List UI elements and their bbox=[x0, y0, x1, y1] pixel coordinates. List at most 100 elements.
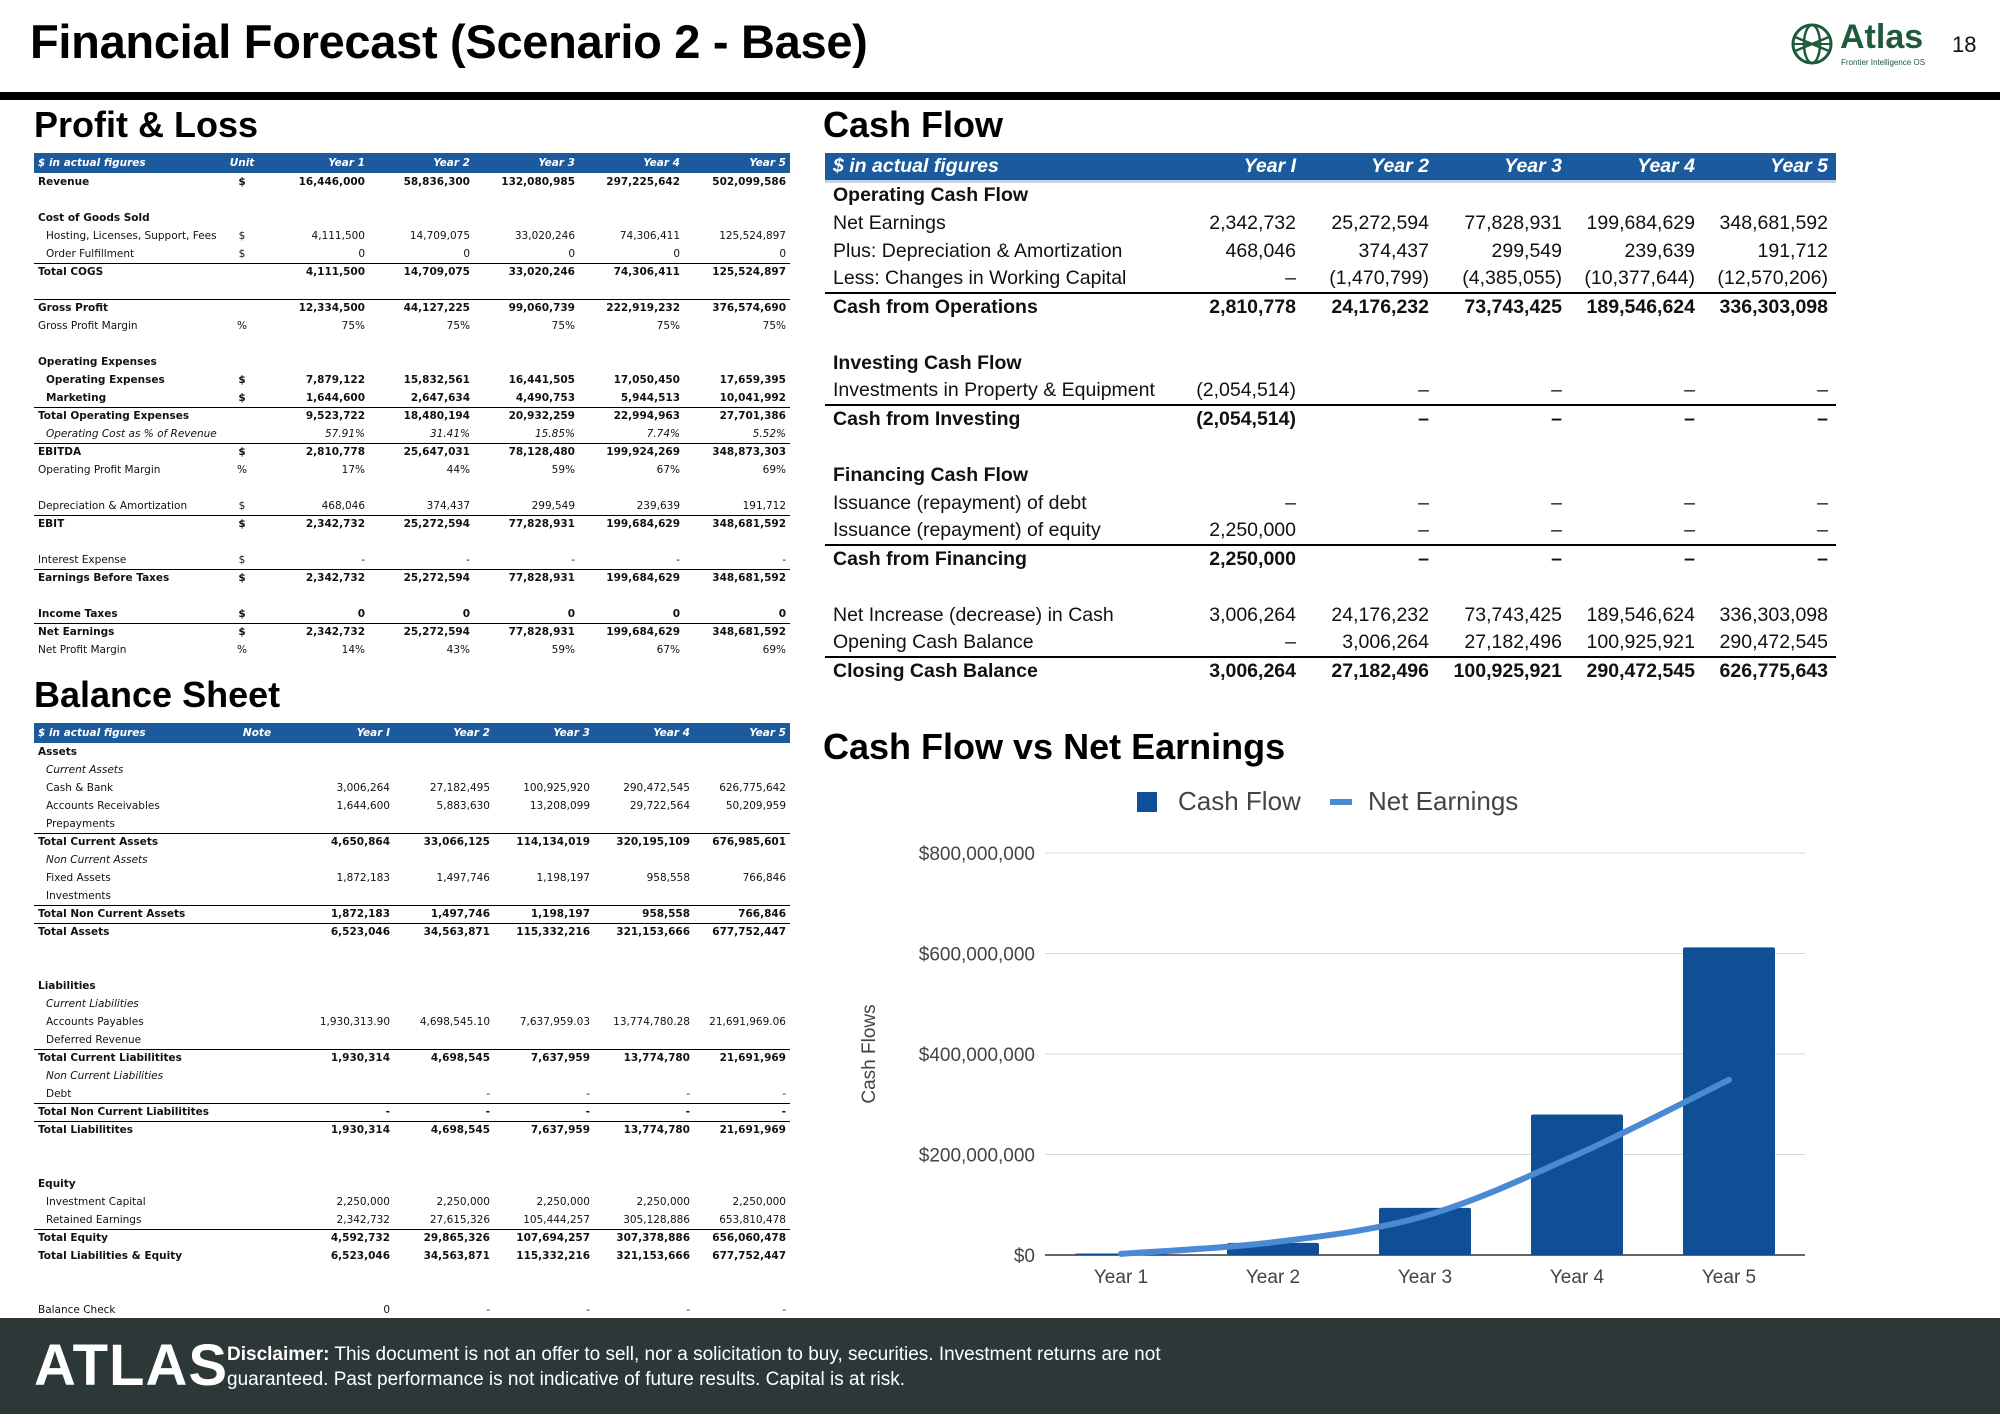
bs-row: Investment Capital 2,250,000 2,250,000 2,25… bbox=[34, 1193, 790, 1211]
pl-value-cell: 25,647,031 bbox=[369, 442, 474, 461]
pl-value-cell: 14,709,075 bbox=[369, 262, 474, 281]
bs-value-cell bbox=[594, 1067, 694, 1085]
cf-value-cell: – bbox=[1418, 379, 1429, 401]
bs-value-cell bbox=[394, 1031, 494, 1049]
bs-value-cell: 27,615,326 bbox=[429, 1213, 490, 1226]
cf-value-cell: – bbox=[1570, 544, 1703, 573]
bs-value-cell: 100,925,920 bbox=[523, 782, 590, 794]
pl-header-row: $ in actual figures Unit Year 1 Year 2 Year … bbox=[34, 153, 790, 173]
cf-value-cell: – bbox=[1551, 379, 1562, 401]
pl-row: Interest Expense $ - - - - - bbox=[34, 551, 790, 569]
bs-value-cell bbox=[494, 851, 594, 869]
cf-row-label: Less: Changes in Working Capital bbox=[833, 267, 1127, 289]
cf-row: Closing Cash Balance 3,006,264 27,182,496 1… bbox=[825, 656, 1836, 685]
bs-value-cell: 27,182,495 bbox=[429, 782, 490, 794]
pl-row: Operating Profit Margin% 17% 44% 59% 67% 69% bbox=[34, 461, 790, 479]
pl-row: Earnings Before Taxes $2,342,732 25,272,59… bbox=[34, 568, 790, 587]
bs-value-cell: 21,691,969 bbox=[694, 1120, 790, 1139]
pl-value-cell: - bbox=[782, 553, 786, 566]
page-number: 18 bbox=[1952, 32, 1977, 57]
bs-row: Total Equity 4,592,732 29,865,326 107,694,2… bbox=[34, 1228, 790, 1247]
spacer-cell bbox=[825, 573, 1836, 601]
bs-value-cell bbox=[694, 815, 790, 833]
bs-value-cell: 1,497,746 bbox=[394, 904, 494, 923]
bs-value-cell: 1,872,183 bbox=[336, 872, 390, 884]
bs-row-label: Equity bbox=[38, 1178, 76, 1190]
cf-row-label: Investments in Property & Equipment bbox=[833, 379, 1155, 401]
cf-value-cell: (10,377,644) bbox=[1584, 267, 1695, 289]
bs-value-cell bbox=[394, 1067, 494, 1085]
bs-unit-cell bbox=[220, 1102, 294, 1121]
bs-value-cell: 4,698,545 bbox=[394, 1048, 494, 1067]
bs-value-cell: 2,250,000 bbox=[436, 1196, 490, 1208]
pl-row: Depreciation & Amortization $468,046 374,4… bbox=[34, 497, 790, 515]
disclaimer-text: This document is not an offer to sell, n… bbox=[227, 1344, 1161, 1390]
pl-value-cell: 69% bbox=[762, 644, 786, 656]
bs-value-cell: 1,930,314 bbox=[294, 1048, 394, 1067]
pl-value-cell: 25,272,594 bbox=[369, 514, 474, 533]
bs-value-cell bbox=[594, 815, 694, 833]
cf-value-cell: 336,303,098 bbox=[1719, 603, 1828, 626]
pl-value-cell: 2,342,732 bbox=[264, 514, 369, 533]
bs-value-cell bbox=[694, 761, 790, 779]
bs-value-cell: 305,128,886 bbox=[623, 1213, 690, 1226]
bs-unit-cell bbox=[220, 1048, 294, 1067]
chart-title: Cash Flow vs Net Earnings bbox=[823, 726, 1286, 767]
bs-value-cell bbox=[294, 761, 394, 779]
bs-unit-cell bbox=[220, 1193, 294, 1211]
x-tick-label: Year 4 bbox=[1550, 1267, 1605, 1288]
bs-row-label: Total Equity bbox=[34, 1228, 220, 1247]
pl-value-cell: 17% bbox=[341, 464, 365, 476]
pl-value-cell: 0 bbox=[673, 247, 680, 260]
pl-value-cell: 9,523,722 bbox=[264, 406, 369, 425]
pl-row: Operating Cost as % of Revenue 57.91% 31.4… bbox=[34, 425, 790, 443]
pl-value-cell: 74,306,411 bbox=[619, 230, 680, 242]
cf-col-header: Year I bbox=[1171, 153, 1304, 183]
bs-unit-cell bbox=[220, 869, 294, 887]
bs-value-cell: - bbox=[782, 1087, 786, 1100]
spacer-cell bbox=[34, 1283, 790, 1301]
pl-value-cell: - bbox=[466, 553, 470, 566]
spacer-cell bbox=[34, 1139, 790, 1157]
cf-value-cell: – bbox=[1418, 491, 1429, 514]
pl-value-cell bbox=[369, 353, 474, 371]
bs-value-cell: 2,250,000 bbox=[536, 1196, 590, 1208]
cf-row: Plus: Depreciation & Amortization 468,046… bbox=[825, 237, 1836, 265]
pl-unit-cell bbox=[220, 209, 264, 227]
pl-unit-cell: $ bbox=[238, 553, 246, 566]
pl-unit-cell: $ bbox=[238, 499, 246, 512]
pl-value-cell: 27,701,386 bbox=[684, 406, 790, 425]
pl-value-cell: 4,111,500 bbox=[264, 262, 369, 281]
pl-value-cell: 14,709,075 bbox=[409, 230, 470, 242]
cf-row: Cash from Operations 2,810,778 24,176,232 7… bbox=[825, 292, 1836, 321]
cf-value-cell: 25,272,594 bbox=[1331, 211, 1429, 234]
pl-row: Total COGS 4,111,500 14,709,075 33,020,246 7… bbox=[34, 262, 790, 281]
cf-value-cell: 2,810,778 bbox=[1171, 292, 1304, 321]
bs-value-cell bbox=[294, 851, 394, 869]
bs-value-cell: 4,698,545.10 bbox=[419, 1016, 490, 1028]
pl-value-cell: 67% bbox=[656, 464, 680, 476]
cf-value-cell: (1,470,799) bbox=[1329, 267, 1429, 289]
bs-value-cell: - bbox=[494, 1102, 594, 1121]
bs-value-cell: 1,198,197 bbox=[494, 904, 594, 923]
cf-value-cell bbox=[1703, 461, 1836, 489]
cf-value-cell: 626,775,643 bbox=[1703, 656, 1836, 685]
bs-unit-cell bbox=[220, 1228, 294, 1247]
spacer-cell bbox=[34, 1157, 790, 1175]
bs-value-cell bbox=[294, 743, 394, 761]
pl-unit-cell: $ bbox=[238, 607, 246, 620]
bs-col-header: Year 2 bbox=[394, 723, 494, 743]
cf-value-cell: – bbox=[1418, 519, 1429, 541]
bs-row-label: Total Non Current Assets bbox=[34, 904, 220, 923]
legend-swatch-cash-flow bbox=[1137, 792, 1157, 812]
bs-value-cell bbox=[494, 761, 594, 779]
pl-unit-cell: % bbox=[237, 320, 247, 332]
bs-unit-cell bbox=[220, 1211, 294, 1229]
cf-value-cell bbox=[1171, 349, 1304, 377]
y-tick-label: $0 bbox=[1014, 1246, 1035, 1267]
bs-value-cell: 7,637,959 bbox=[494, 1120, 594, 1139]
bs-value-cell bbox=[294, 977, 394, 995]
pl-row bbox=[34, 335, 790, 353]
bs-value-cell bbox=[294, 887, 394, 905]
cf-value-cell bbox=[1570, 181, 1703, 209]
